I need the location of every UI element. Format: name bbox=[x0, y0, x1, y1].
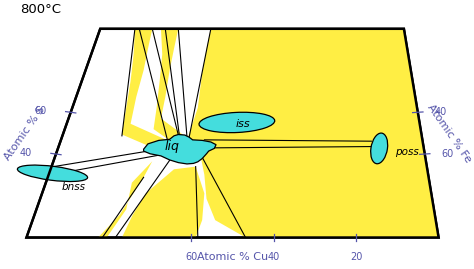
Polygon shape bbox=[122, 29, 178, 156]
Text: liq: liq bbox=[164, 140, 179, 153]
Text: 40: 40 bbox=[268, 252, 280, 262]
Ellipse shape bbox=[371, 133, 388, 164]
Text: iss: iss bbox=[236, 119, 251, 129]
Text: Atomic % Cu: Atomic % Cu bbox=[197, 252, 268, 262]
Text: Atomic % S: Atomic % S bbox=[2, 104, 46, 162]
Text: 60: 60 bbox=[185, 252, 198, 262]
Polygon shape bbox=[122, 167, 204, 238]
Text: 20: 20 bbox=[350, 252, 362, 262]
Text: 60: 60 bbox=[35, 106, 47, 116]
Text: poss: poss bbox=[395, 147, 419, 157]
Text: 40: 40 bbox=[20, 148, 32, 158]
Ellipse shape bbox=[199, 112, 275, 133]
Text: 40: 40 bbox=[434, 107, 447, 117]
Ellipse shape bbox=[18, 165, 88, 182]
Text: 60: 60 bbox=[441, 149, 454, 159]
Polygon shape bbox=[27, 161, 152, 238]
Text: Atomic % Fe: Atomic % Fe bbox=[426, 102, 474, 164]
Polygon shape bbox=[154, 29, 182, 147]
Polygon shape bbox=[187, 29, 438, 238]
Polygon shape bbox=[27, 29, 438, 238]
Text: bnss: bnss bbox=[61, 182, 85, 192]
Polygon shape bbox=[144, 134, 216, 164]
Text: 800°C: 800°C bbox=[20, 3, 61, 16]
